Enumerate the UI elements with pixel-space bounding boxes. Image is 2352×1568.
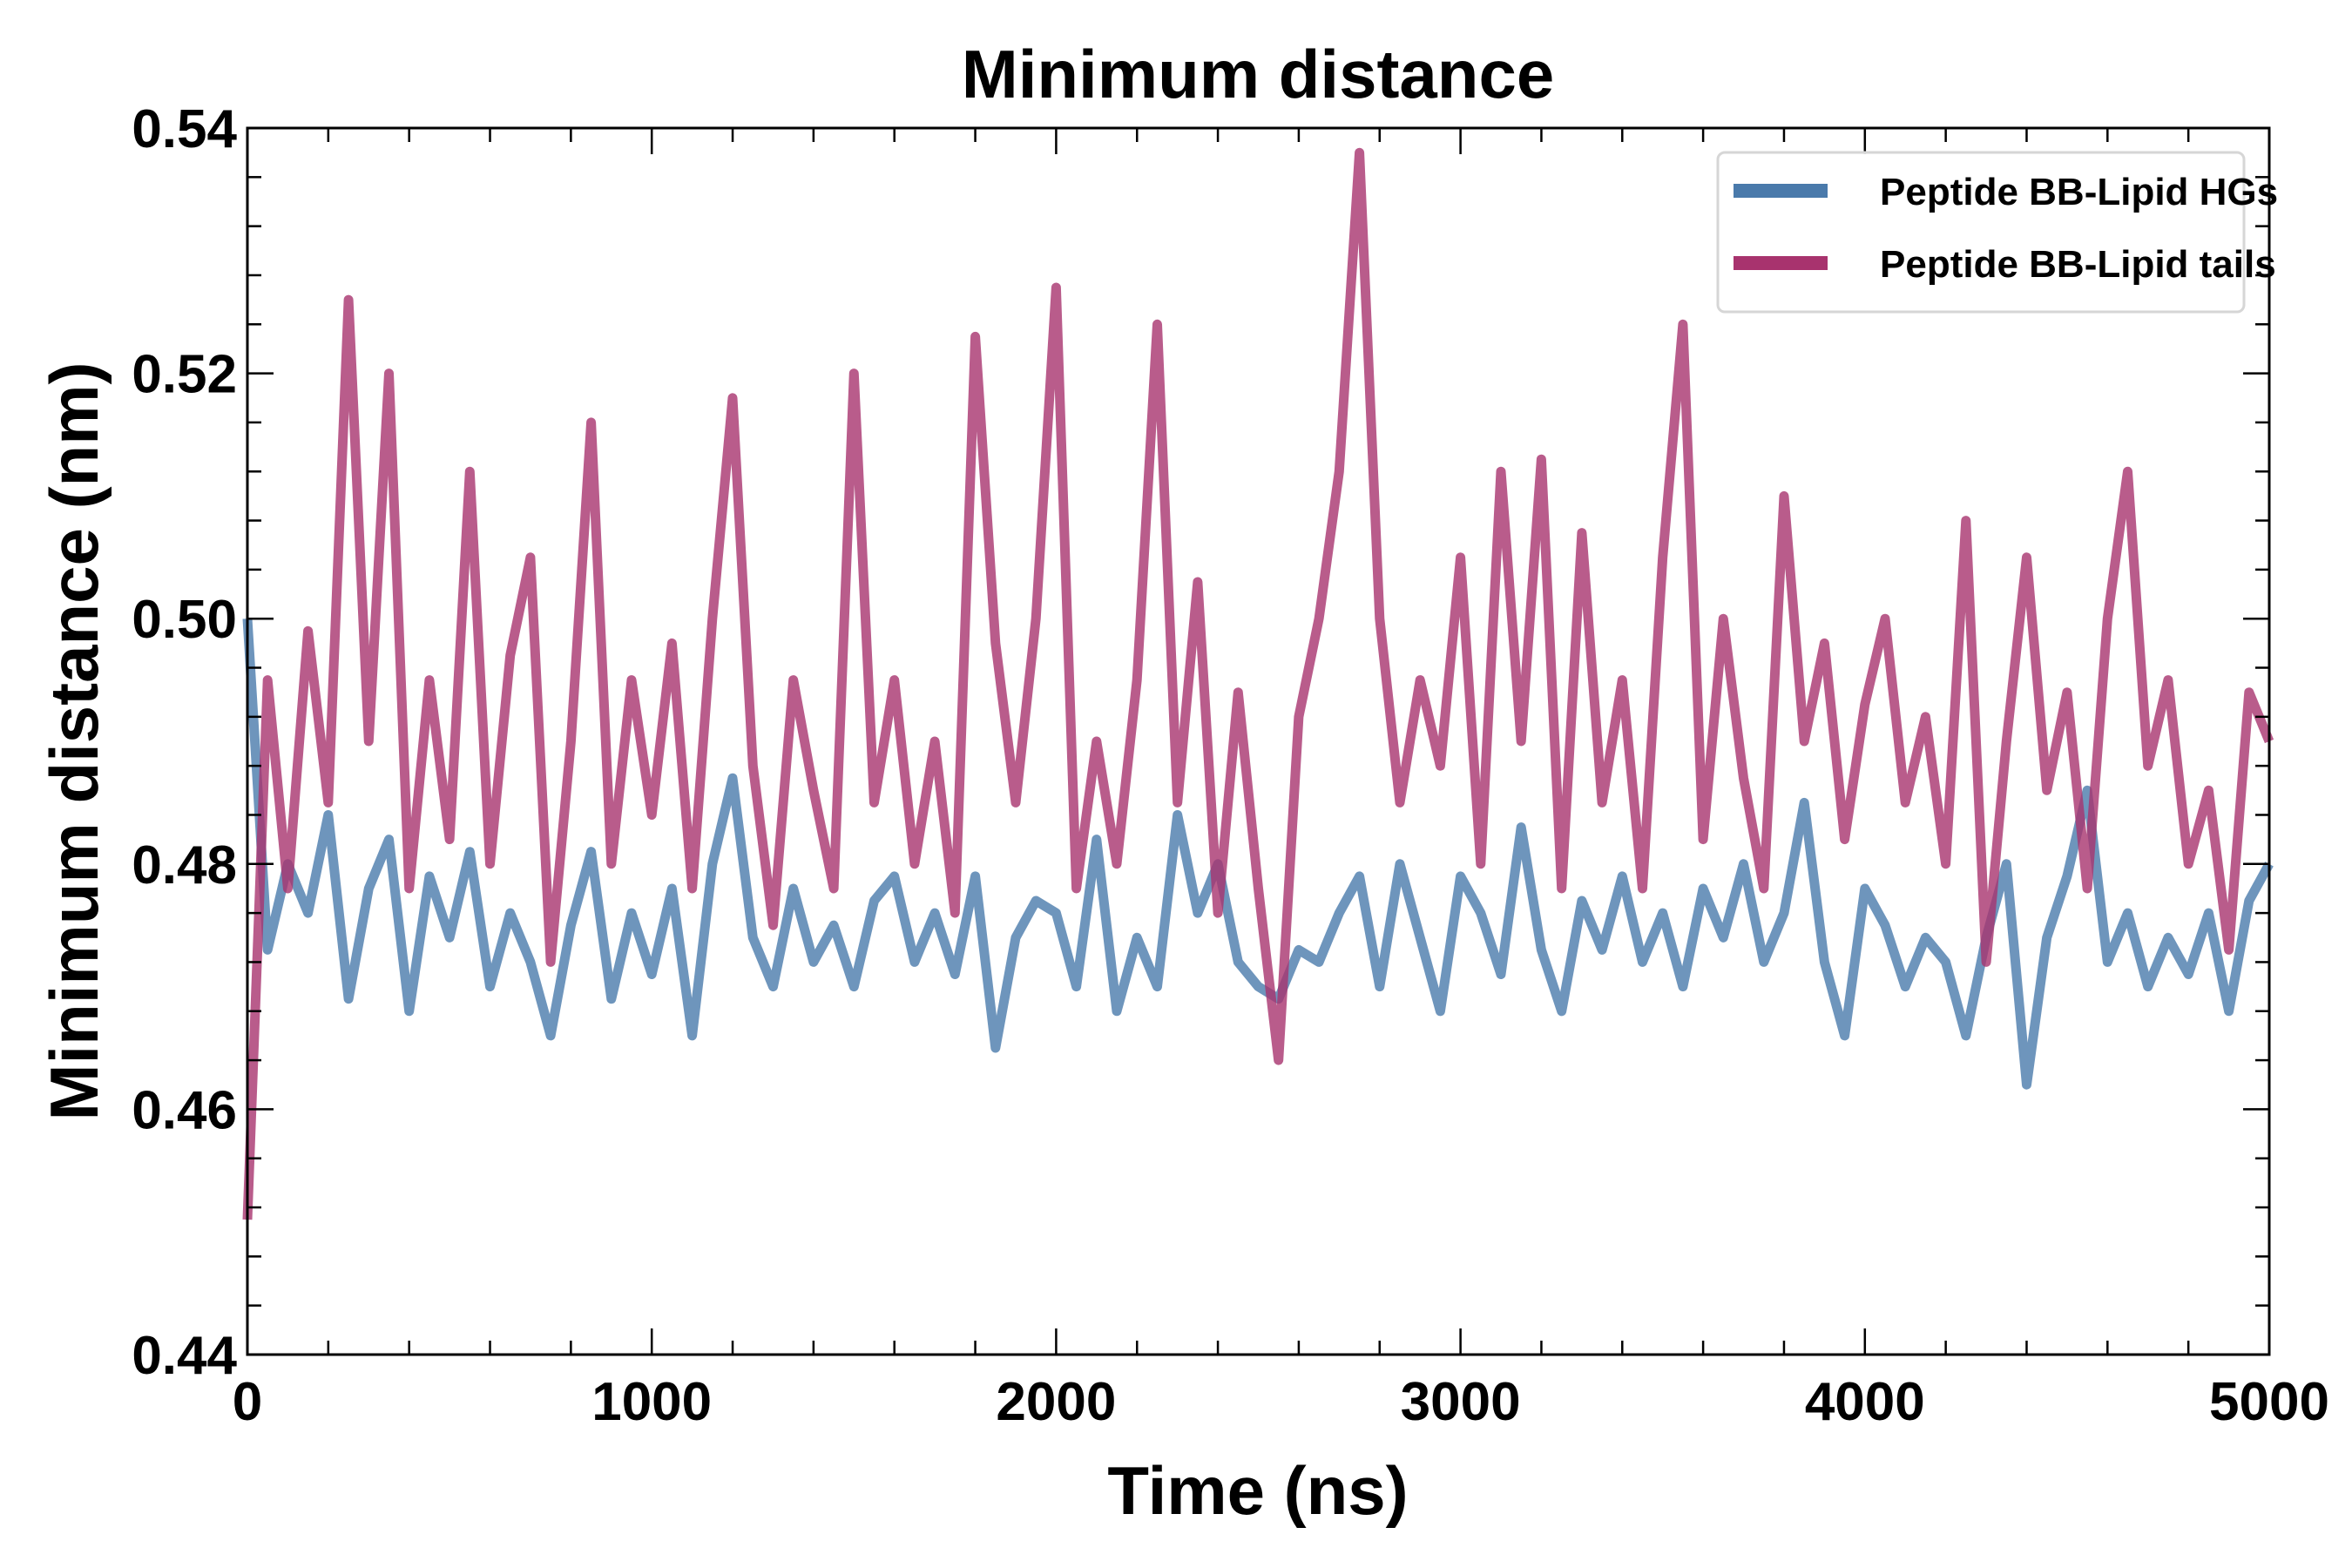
x-tick-label: 5000 [2209,1372,2329,1432]
x-tick-label: 2000 [996,1372,1116,1432]
series-layer [242,147,2274,1220]
plot-frame [246,126,2271,1356]
ticks-layer [246,126,2271,1356]
y-tick-label: 0.46 [132,1080,237,1140]
legend-label-hgs: Peptide BB-Lipid HGs [1880,171,2278,213]
x-tick-labels: 0 1000 2000 3000 4000 5000 [233,1372,2329,1432]
y-tick-label: 0.52 [132,345,237,405]
legend: Peptide BB-Lipid HGs Peptide BB-Lipid ta… [1716,151,2278,314]
series-line-hgs [242,618,2274,1090]
x-tick-label: 4000 [1805,1372,1925,1432]
legend-label-tails: Peptide BB-Lipid tails [1880,243,2276,286]
y-tick-label: 0.50 [132,590,237,650]
y-axis-label: Minimum distance (nm) [36,362,112,1120]
y-tick-label: 0.54 [132,99,237,159]
x-tick-label: 3000 [1401,1372,1521,1432]
y-tick-label: 0.48 [132,835,237,896]
y-tick-labels: 0.44 0.46 0.48 0.50 0.52 0.54 [132,99,237,1386]
x-axis-label: Time (ns) [1107,1452,1408,1529]
chart-title: Minimum distance [962,36,1554,112]
legend-box [1716,151,2246,314]
y-tick-label: 0.44 [132,1326,237,1386]
x-tick-label: 1000 [591,1372,712,1432]
series-line-tails [242,147,2274,1220]
x-tick-label: 0 [233,1372,262,1432]
